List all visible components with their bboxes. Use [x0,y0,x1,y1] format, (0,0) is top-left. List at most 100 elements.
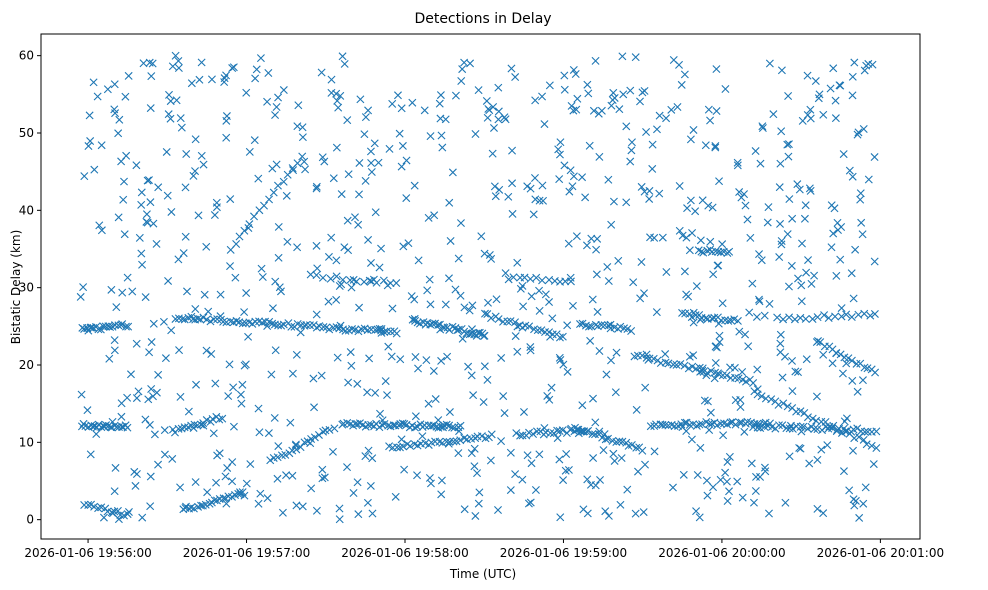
detection-point [424,399,433,408]
detection-point [852,359,861,368]
detection-point [839,467,848,476]
detection-point [123,510,132,519]
detection-point [449,437,458,446]
detection-point [589,394,598,403]
detection-point [784,92,793,100]
detection-point [119,195,128,204]
detection-point [810,425,819,434]
detection-point [531,96,540,105]
detection-point [238,380,247,389]
detection-point [437,131,446,140]
detection-point [559,360,568,369]
detection-point [711,143,720,152]
detection-point [860,309,869,318]
detection-point [189,504,198,513]
detection-point [705,419,714,428]
detection-point [414,256,423,265]
detection-point [601,507,610,516]
detection-point [89,323,98,332]
detection-point [426,320,435,329]
detection-point [760,463,769,472]
detection-point [211,379,220,388]
detection-point [398,141,407,150]
detection-point [372,278,381,287]
detection-point [122,151,131,160]
detection-point [725,487,734,496]
detection-point [853,387,862,396]
detection-point [636,294,645,303]
detection-point [556,138,565,147]
detection-point [319,323,328,332]
detection-point [237,399,246,408]
detection-point [489,123,498,132]
detection-point [667,105,676,114]
detection-point [467,329,476,338]
detection-point [709,483,718,492]
detection-point [783,140,792,149]
detection-point [231,273,240,282]
detection-point [642,128,651,136]
detection-point [147,385,156,393]
detection-point [696,236,705,245]
detection-point [808,315,817,324]
detection-point [312,184,321,193]
detection-point [687,313,696,322]
detection-point [676,359,685,368]
detection-point [614,256,623,265]
detection-point [324,252,333,261]
detection-point [189,171,198,180]
detection-point [523,182,532,191]
detection-point [609,88,618,97]
detection-point [584,426,593,435]
detection-point [283,170,292,179]
detection-point [627,327,636,336]
detection-point [724,316,733,325]
detection-point [712,65,721,74]
detection-point [458,334,467,343]
detection-point [267,370,276,379]
detection-point [700,396,709,405]
detection-point [391,492,400,501]
detection-point [89,78,98,87]
detection-point [776,348,785,357]
detection-point [735,327,744,336]
detection-point [597,106,606,115]
detection-point [848,172,857,181]
detection-point [535,306,544,315]
detection-point [669,360,678,369]
detection-point [627,440,636,449]
detection-point [561,466,570,475]
detection-point [167,326,176,335]
detection-point [749,379,758,388]
detection-point [347,361,356,370]
detection-point [731,420,740,429]
detection-point [678,231,687,240]
detection-point [482,96,491,105]
detection-point [115,115,124,124]
detection-point [110,336,119,345]
detection-point [698,196,707,205]
detection-point [124,508,133,516]
detection-point [135,233,144,242]
detection-point [545,298,554,307]
detection-point [591,56,600,65]
detection-point [137,200,146,209]
detection-point [819,509,828,518]
detection-point [282,191,291,200]
detection-point [242,479,251,488]
detection-point [870,257,879,266]
detection-point [857,218,866,227]
detection-point [154,460,163,469]
detection-point [437,356,446,365]
detection-point [273,474,282,483]
detection-point [152,239,161,248]
detection-point [202,315,211,324]
detection-point [783,402,792,411]
detection-point [743,215,752,224]
detection-point [664,421,673,430]
detection-point [688,362,697,371]
detection-point [238,319,247,328]
detection-point [338,275,347,284]
detection-point [680,70,689,79]
detection-point [187,79,196,88]
